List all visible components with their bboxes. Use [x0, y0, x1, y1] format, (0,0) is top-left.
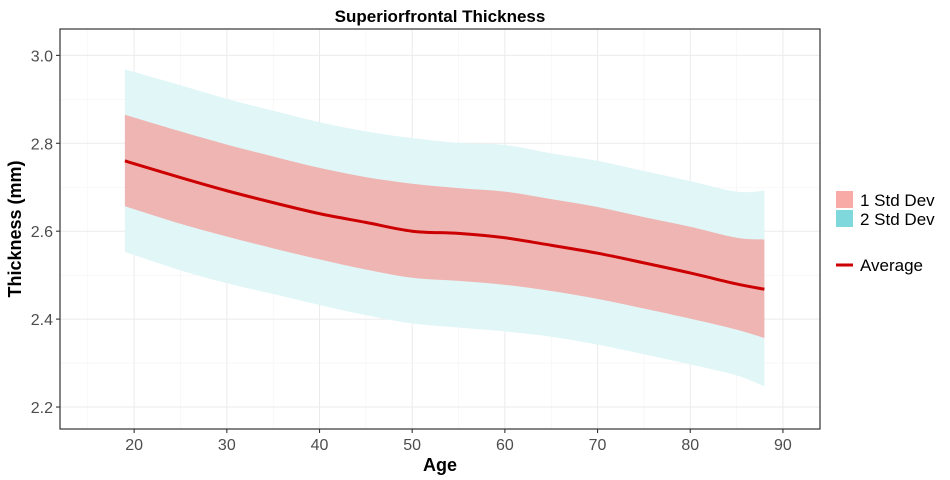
band-1-std-dev [124, 114, 765, 339]
x-tick-label-0: 20 [125, 437, 143, 454]
legend-label-2-std-dev: 2 Std Dev [860, 210, 935, 229]
legend-key-1-std-dev [836, 191, 853, 208]
x-tick-label-3: 50 [403, 437, 421, 454]
x-tick-label-1: 30 [218, 437, 236, 454]
legend: 1 Std Dev 2 Std Dev Average [836, 191, 935, 275]
average-line [124, 159, 765, 291]
x-axis-title: Age [423, 455, 457, 475]
y-tick-label-4: 3.0 [31, 48, 53, 65]
x-tick-label-6: 80 [681, 437, 699, 454]
chart-title: Superiorfrontal Thickness [335, 7, 546, 26]
y-axis-title: Thickness (mm) [5, 160, 25, 297]
y-tick-label-3: 2.8 [31, 136, 53, 153]
legend-label-1-std-dev: 1 Std Dev [860, 191, 935, 210]
x-tick-label-7: 90 [774, 437, 792, 454]
y-tick-label-0: 2.2 [31, 400, 53, 417]
x-axis-ticks: 20 30 40 50 60 70 80 90 [125, 429, 792, 454]
x-tick-label-2: 40 [311, 437, 329, 454]
legend-key-2-std-dev [836, 210, 853, 227]
plot-border [59, 28, 821, 430]
y-tick-label-2: 2.6 [31, 224, 53, 241]
plot-area [59, 28, 821, 430]
x-tick-label-5: 70 [589, 437, 607, 454]
y-axis-ticks: 2.2 2.4 2.6 2.8 3.0 [31, 48, 60, 417]
x-tick-label-4: 60 [496, 437, 514, 454]
y-tick-label-1: 2.4 [31, 312, 53, 329]
legend-label-average: Average [860, 256, 923, 275]
